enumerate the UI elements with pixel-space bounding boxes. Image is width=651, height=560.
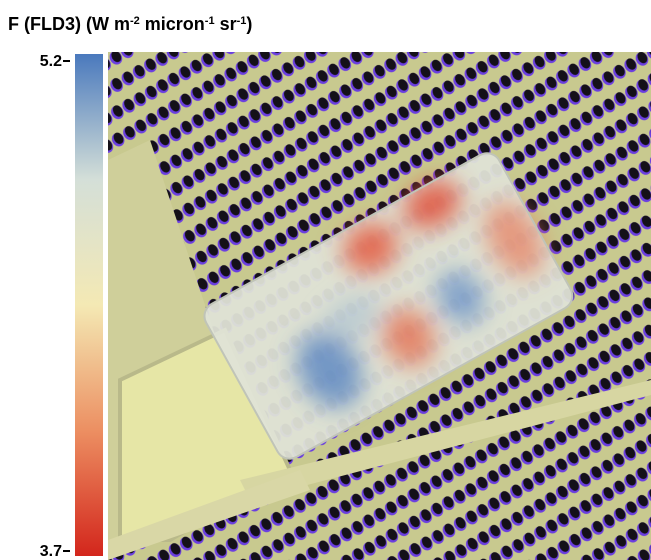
title-superscript: -2 bbox=[130, 15, 140, 27]
title-text: micron bbox=[140, 14, 205, 34]
colorbar bbox=[75, 54, 103, 556]
title-superscript: -1 bbox=[237, 15, 247, 27]
title-text: F (FLD3) (W m bbox=[8, 14, 130, 34]
title-superscript: -1 bbox=[205, 15, 215, 27]
colorbar-tick-label: 3.7 bbox=[40, 543, 62, 560]
aerial-image bbox=[108, 52, 651, 560]
title-text: sr bbox=[215, 14, 237, 34]
title-text: ) bbox=[246, 14, 252, 34]
colorbar-tick-label: 5.2 bbox=[40, 53, 62, 70]
page: F (FLD3) (W m-2 micron-1 sr-1) 5.23.7 ((… bbox=[0, 0, 651, 560]
figure: F (FLD3) (W m-2 micron-1 sr-1) 5.23.7 bbox=[0, 0, 651, 560]
title: F (FLD3) (W m-2 micron-1 sr-1) bbox=[8, 14, 252, 34]
colorbar-ticks: 5.2 3.7 bbox=[40, 53, 70, 560]
